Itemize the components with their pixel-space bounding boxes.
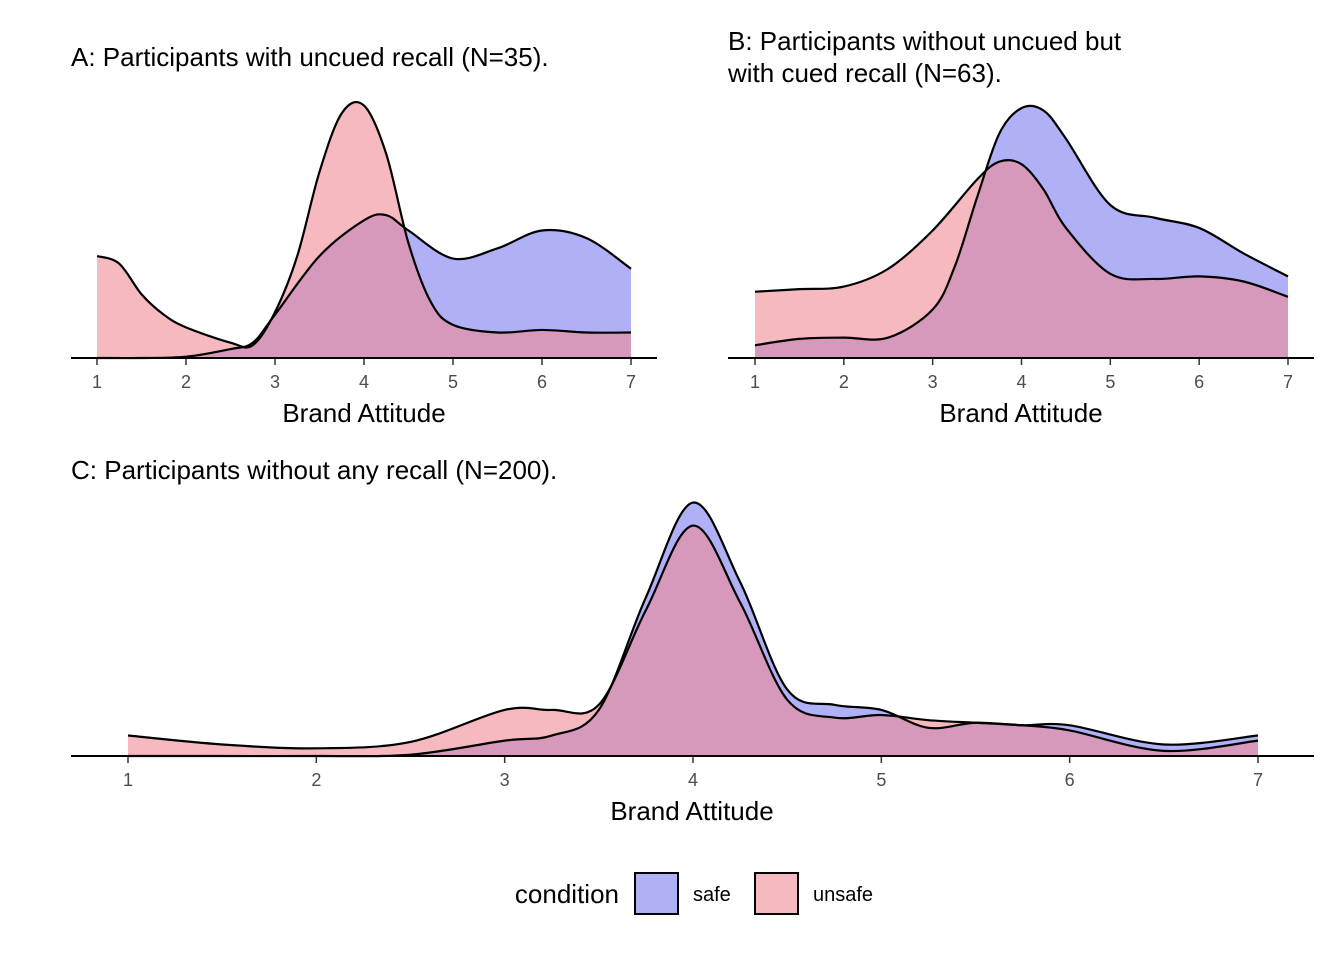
panel-b-x-tick-label-7: 7 [1283, 372, 1293, 392]
panel-b-x-tick-label-5: 5 [1105, 372, 1115, 392]
panel-a-ticks: 1 2 3 4 5 6 7 [92, 358, 636, 392]
panel-c-plot [128, 501, 1259, 758]
panel-b-title-line-2: with cued recall (N=63). [727, 58, 1002, 88]
panel-a-x-tick-label-4: 4 [359, 372, 369, 392]
panel-c-density-area-unsafe [128, 525, 1258, 756]
panel-a-x-tick-label-6: 6 [537, 372, 547, 392]
legend-label-unsafe: unsafe [813, 884, 873, 906]
panel-c-density-line-unsafe [128, 524, 1259, 753]
panel-b-x-tick-label-4: 4 [1016, 372, 1026, 392]
panel-b-density-area-unsafe [755, 160, 1288, 358]
legend-label-safe: safe [693, 884, 731, 906]
panel-a-x-axis-title: Brand Attitude [282, 398, 445, 428]
legend-title: condition [515, 879, 619, 909]
panel-b-density-line-unsafe [755, 159, 1289, 298]
panel-a-x-tick-label-7: 7 [626, 372, 636, 392]
panel-c-x-tick-label-7: 7 [1253, 770, 1263, 790]
panel-b-x-tick-label-3: 3 [928, 372, 938, 392]
panel-a-density-line-unsafe [97, 100, 632, 349]
panel-c-x-tick-label-5: 5 [876, 770, 886, 790]
panel-b-plot [755, 104, 1289, 358]
panel-c-x-tick-label-1: 1 [123, 770, 133, 790]
panel-c-x-axis-title: Brand Attitude [610, 796, 773, 826]
panel-c-title-line-1: C: Participants without any recall (N=20… [71, 455, 557, 485]
panel-c: C: Participants without any recall (N=20… [71, 455, 1314, 826]
panel-c-x-tick-label-4: 4 [688, 770, 698, 790]
panel-a-x-tick-label-2: 2 [181, 372, 191, 392]
legend: condition safe unsafe [515, 872, 873, 915]
panel-b: B: Participants without uncued but with … [727, 26, 1314, 428]
panel-c-x-tick-label-3: 3 [500, 770, 510, 790]
panel-a: A: Participants with uncued recall (N=35… [71, 42, 657, 428]
panel-a-x-tick-label-5: 5 [448, 372, 458, 392]
panel-b-title-line-1: B: Participants without uncued but [728, 26, 1122, 56]
panel-a-x-tick-label-3: 3 [270, 372, 280, 392]
panel-a-density-area-unsafe [97, 102, 631, 359]
panel-c-x-tick-label-2: 2 [311, 770, 321, 790]
panel-b-x-tick-label-2: 2 [839, 372, 849, 392]
panel-a-density-line-safe [97, 213, 632, 360]
panel-a-plot [97, 100, 632, 360]
panel-b-x-tick-label-6: 6 [1194, 372, 1204, 392]
panel-b-x-axis-title: Brand Attitude [939, 398, 1102, 428]
panel-b-ticks: 1 2 3 4 5 6 7 [750, 358, 1293, 392]
legend-key-unsafe [754, 872, 799, 915]
panel-c-ticks: 1 2 3 4 5 6 7 [123, 756, 1263, 790]
panel-b-x-tick-label-1: 1 [750, 372, 760, 392]
panel-a-title-line-1: A: Participants with uncued recall (N=35… [71, 42, 549, 72]
panel-b-density-line-safe [755, 104, 1289, 347]
panel-c-x-tick-label-6: 6 [1065, 770, 1075, 790]
legend-key-safe [634, 872, 679, 915]
panel-a-x-tick-label-1: 1 [92, 372, 102, 392]
